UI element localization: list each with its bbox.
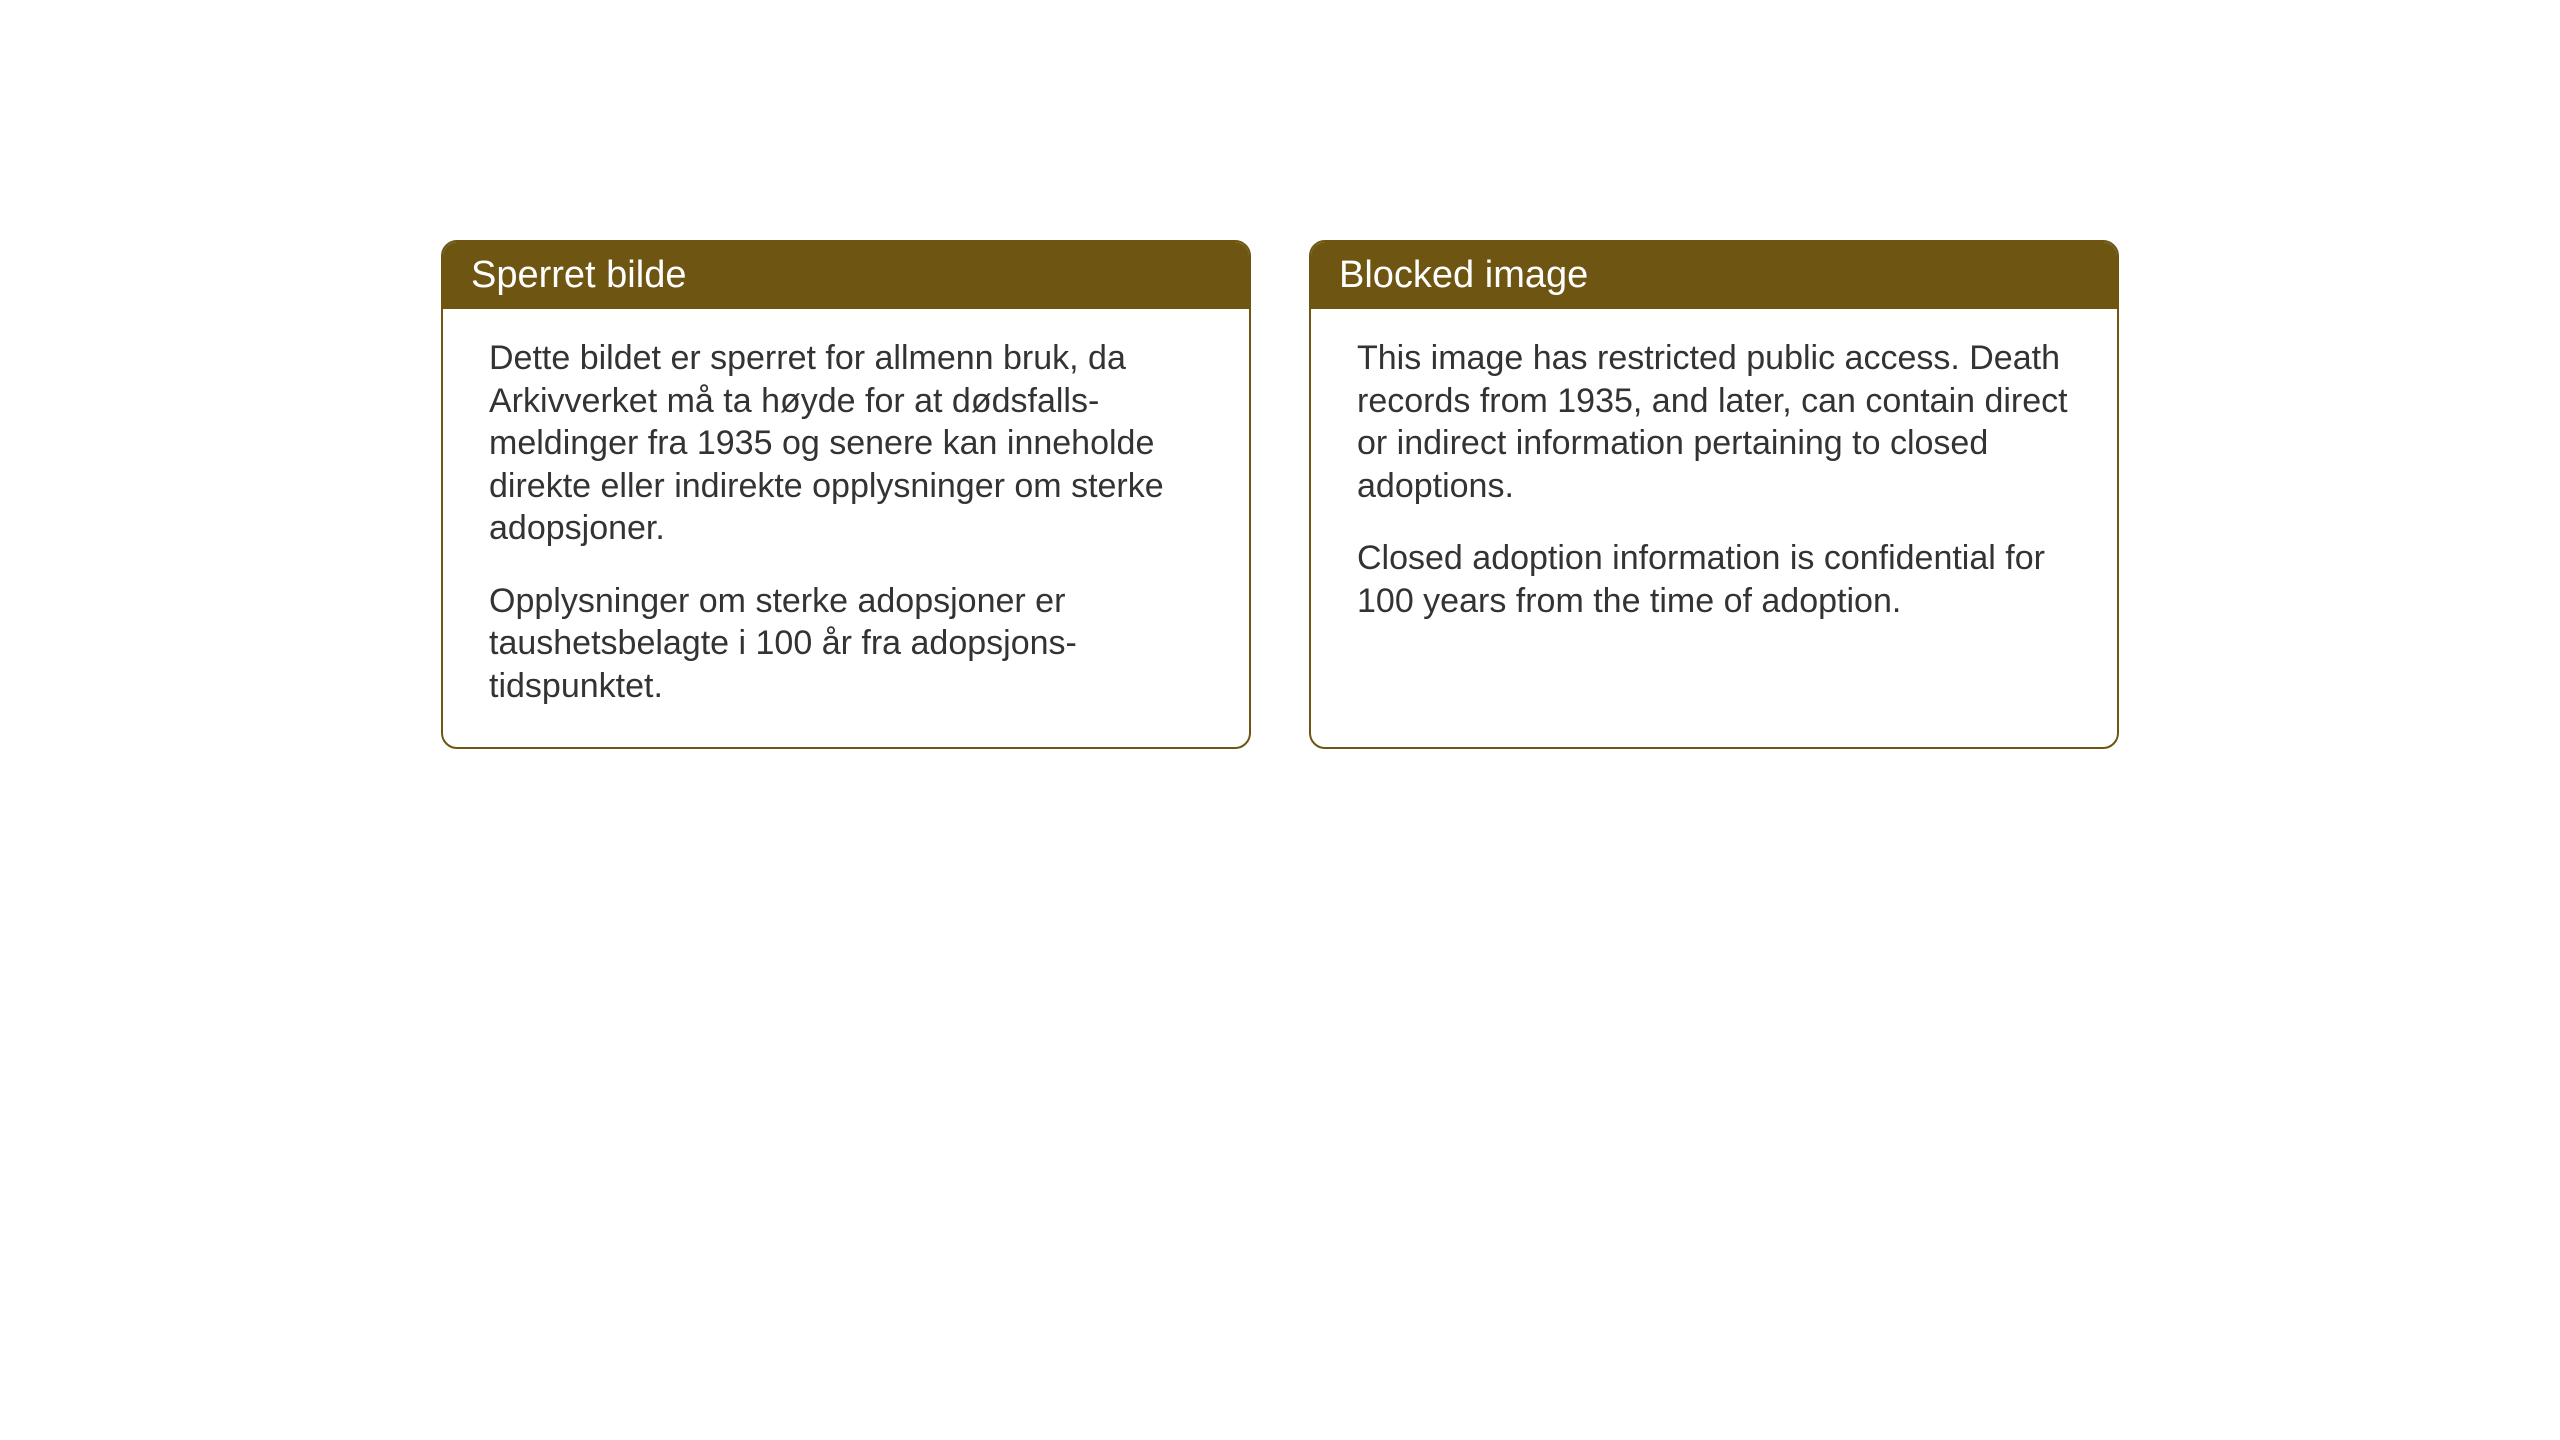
card-norwegian-title: Sperret bilde [471, 254, 686, 296]
card-norwegian-paragraph2: Opplysninger om sterke adopsjoner er tau… [489, 580, 1203, 708]
card-norwegian: Sperret bilde Dette bildet er sperret fo… [441, 240, 1251, 749]
card-english-paragraph2: Closed adoption information is confident… [1357, 537, 2071, 622]
card-norwegian-paragraph1: Dette bildet er sperret for allmenn bruk… [489, 337, 1203, 550]
card-english-title: Blocked image [1339, 254, 1588, 296]
card-english-paragraph1: This image has restricted public access.… [1357, 337, 2071, 507]
card-english: Blocked image This image has restricted … [1309, 240, 2119, 749]
card-english-header: Blocked image [1311, 242, 2117, 309]
card-english-body: This image has restricted public access.… [1311, 309, 2117, 662]
card-norwegian-body: Dette bildet er sperret for allmenn bruk… [443, 309, 1249, 747]
cards-container: Sperret bilde Dette bildet er sperret fo… [441, 240, 2119, 749]
card-norwegian-header: Sperret bilde [443, 242, 1249, 309]
